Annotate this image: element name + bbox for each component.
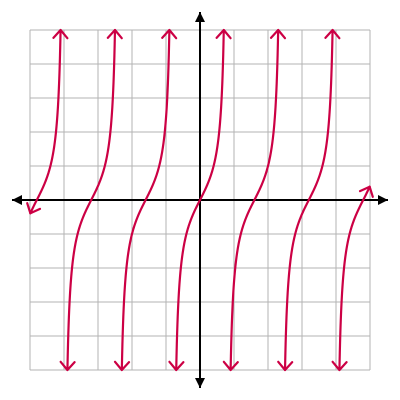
curve-arrowhead [324, 28, 341, 40]
curve-arrowhead [215, 28, 232, 40]
curve-arrowhead [358, 185, 374, 198]
curve-arrowhead [331, 360, 348, 372]
tangent-branch [29, 28, 62, 215]
tangent-branch [66, 28, 117, 372]
curve-arrowhead [106, 28, 123, 40]
curve-arrowhead [113, 360, 131, 372]
curve-arrowhead [59, 360, 76, 372]
tangent-branch [175, 28, 225, 372]
curve-arrowhead [222, 360, 239, 372]
curve-arrowhead [277, 360, 294, 372]
curve-arrowhead [26, 202, 42, 215]
curve-arrowhead [168, 360, 185, 372]
tangent-branch [229, 28, 280, 372]
tangent-branch [338, 185, 371, 372]
curve-group [26, 28, 374, 372]
curve-arrowhead [269, 28, 287, 40]
curve-arrowhead [161, 28, 178, 40]
tangent-branch [283, 28, 334, 372]
tangent-branch [120, 28, 171, 372]
curve-arrowhead [52, 28, 69, 40]
